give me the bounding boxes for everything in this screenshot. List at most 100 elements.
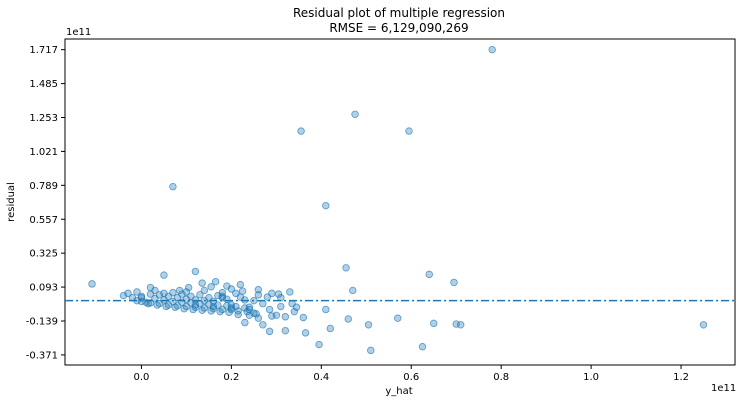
- data-point: [241, 304, 249, 312]
- y-tick-label: 1.485: [29, 79, 58, 90]
- data-point: [254, 291, 263, 299]
- data-point: [349, 286, 357, 295]
- data-point: [364, 321, 373, 329]
- data-point: [182, 288, 191, 296]
- x-axis-label: y_hat: [385, 386, 412, 397]
- data-point: [394, 314, 402, 322]
- data-point: [488, 45, 496, 54]
- x-tick-label: 1.0: [583, 372, 599, 383]
- y-tick-label: 0.789: [29, 181, 58, 192]
- data-point: [277, 302, 285, 311]
- data-point: [205, 294, 213, 302]
- data-point: [207, 307, 215, 315]
- data-point: [425, 270, 433, 279]
- data-point: [227, 285, 236, 293]
- data-point: [187, 292, 195, 300]
- y-axis-label: residual: [6, 182, 17, 222]
- data-point: [252, 310, 260, 318]
- data-point: [88, 280, 96, 288]
- data-point: [281, 326, 290, 335]
- data-point: [146, 290, 155, 298]
- y-tick-label: 0.093: [29, 283, 58, 294]
- y-offset-label: 1e11: [66, 27, 91, 38]
- data-point: [418, 343, 427, 351]
- data-point: [169, 288, 177, 297]
- data-point: [178, 290, 186, 298]
- data-point: [191, 301, 200, 309]
- chart-subtitle: RMSE = 6,129,090,269: [329, 21, 468, 35]
- data-point: [245, 305, 254, 314]
- data-point: [133, 288, 141, 296]
- data-point: [322, 201, 330, 210]
- data-point: [272, 311, 281, 319]
- data-point: [207, 283, 215, 291]
- data-point: [180, 305, 188, 313]
- data-point: [301, 329, 310, 337]
- data-point: [155, 291, 164, 299]
- data-point: [153, 301, 161, 309]
- data-point: [254, 286, 263, 294]
- data-point: [124, 289, 132, 298]
- x-tick-label: 0.0: [133, 372, 149, 383]
- data-point: [405, 127, 413, 135]
- data-point: [160, 271, 168, 279]
- data-point: [171, 303, 179, 311]
- data-point: [290, 307, 299, 316]
- data-point: [225, 308, 233, 317]
- data-point: [184, 283, 193, 292]
- y-tick-label: 1.021: [29, 147, 58, 158]
- data-point: [234, 307, 242, 315]
- plot-area: [88, 45, 708, 355]
- x-offset-label: 1e11: [711, 383, 736, 394]
- data-point: [245, 311, 254, 319]
- data-point: [232, 302, 240, 311]
- data-point: [189, 305, 197, 314]
- data-point: [265, 305, 274, 314]
- x-tick-label: 0.8: [493, 372, 509, 383]
- data-point: [254, 314, 263, 322]
- y-tick-label: -0.371: [26, 350, 58, 361]
- data-point: [265, 327, 274, 336]
- data-point: [211, 277, 220, 286]
- data-point: [367, 346, 375, 355]
- data-point: [198, 279, 206, 287]
- y-tick-label: 1.717: [29, 45, 58, 56]
- data-point: [200, 286, 209, 295]
- data-point: [223, 295, 231, 303]
- data-point: [209, 302, 218, 311]
- data-point: [342, 264, 350, 272]
- data-point: [162, 302, 170, 311]
- y-tick-label: 0.325: [29, 249, 58, 260]
- data-point: [450, 278, 458, 287]
- data-point: [259, 321, 267, 329]
- data-point: [119, 291, 128, 300]
- data-point: [196, 291, 204, 299]
- x-tick-label: 1.2: [673, 372, 689, 383]
- data-point: [286, 288, 294, 296]
- data-point: [227, 304, 236, 312]
- x-tick-label: 0.4: [313, 372, 329, 383]
- y-tick-label: -0.139: [26, 316, 58, 327]
- data-point: [218, 288, 227, 297]
- data-point: [175, 286, 184, 295]
- data-point: [268, 289, 276, 298]
- data-point: [241, 318, 249, 327]
- data-point: [430, 319, 438, 328]
- data-point: [236, 280, 245, 289]
- data-point: [322, 305, 330, 314]
- data-point: [457, 321, 465, 329]
- data-point: [351, 110, 359, 118]
- data-point: [297, 127, 305, 135]
- data-point: [191, 267, 200, 276]
- x-tick-label: 0.6: [403, 372, 419, 383]
- data-point: [344, 315, 352, 323]
- data-point: [326, 324, 335, 333]
- data-point: [137, 292, 146, 300]
- data-point: [699, 321, 708, 329]
- x-tick-label: 0.2: [223, 372, 239, 383]
- data-point: [315, 340, 323, 349]
- data-point: [198, 306, 206, 314]
- data-point: [160, 289, 168, 298]
- data-point: [216, 307, 224, 316]
